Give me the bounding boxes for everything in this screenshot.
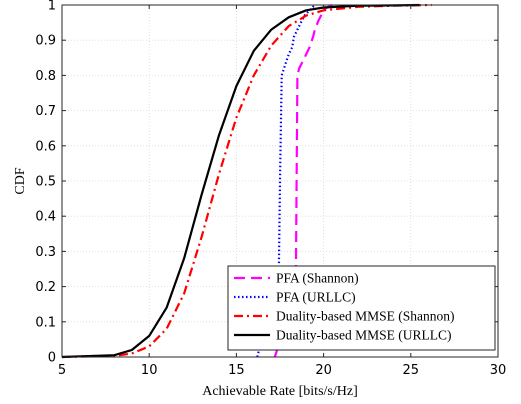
- y-tick-label: 0.5: [35, 175, 56, 190]
- legend: PFA (Shannon) PFA (URLLC) Duality-based MM…: [227, 265, 496, 351]
- y-tick-label: 0.3: [35, 245, 56, 260]
- legend-label: Duality-based MMSE (Shannon): [276, 309, 454, 324]
- legend-label: PFA (URLLC): [276, 290, 356, 305]
- x-tick-label: 25: [403, 363, 420, 378]
- axis-ticks: 5 10 15 20 25 30 0 0.1 0.2 0.3 0.4 0.5 0.6 0.7 0.8 0.9 1: [35, 0, 506, 378]
- legend-box: [227, 265, 496, 351]
- legend-label: PFA (Shannon): [276, 271, 359, 286]
- series-line-3: [61, 3, 432, 359]
- x-tick-label: 20: [315, 363, 332, 378]
- y-tick-label: 1: [48, 0, 56, 14]
- y-tick-label: 0.6: [35, 139, 56, 154]
- x-tick-label: 10: [141, 363, 158, 378]
- y-axis-label: CDF: [13, 167, 28, 194]
- legend-label: Duality-based MMSE (URLLC): [276, 328, 451, 343]
- y-tick-label: 0.4: [35, 210, 56, 225]
- series-line-4: [61, 3, 420, 359]
- y-tick-label: 0.9: [35, 34, 56, 49]
- y-tick-label: 0.2: [35, 280, 56, 295]
- x-tick-label: 15: [228, 363, 245, 378]
- x-tick-label: 30: [490, 363, 507, 378]
- y-tick-label: 0.1: [35, 315, 56, 330]
- y-tick-label: 0: [48, 351, 56, 366]
- y-tick-label: 0.8: [35, 69, 56, 84]
- x-tick-label: 5: [58, 363, 66, 378]
- x-axis-label: Achievable Rate [bits/s/Hz]: [202, 384, 358, 399]
- y-tick-label: 0.7: [35, 104, 56, 119]
